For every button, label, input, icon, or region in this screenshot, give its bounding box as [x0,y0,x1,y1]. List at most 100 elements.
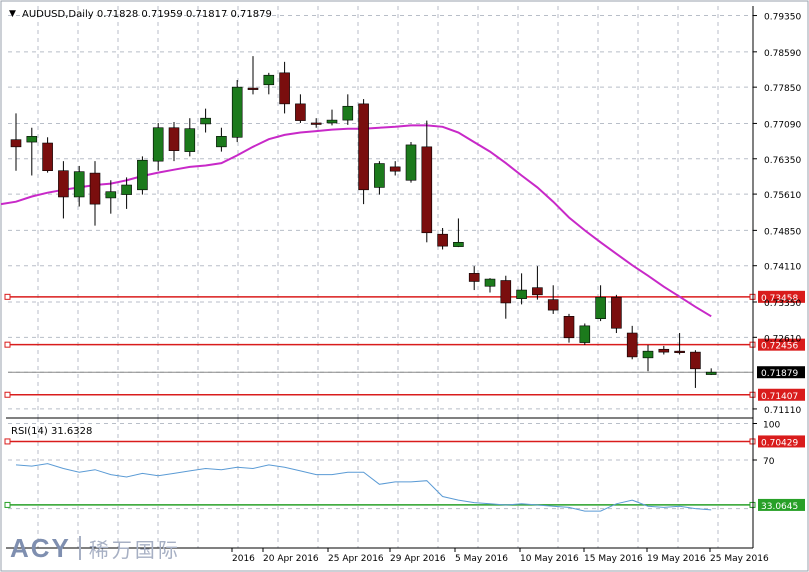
time-tick-label: 20 Apr 2016 [263,554,319,564]
candle-body [516,289,527,299]
rsi-tick-label: 70 [763,457,775,467]
candle-body [595,296,606,319]
candle-body [89,172,101,205]
candle-body [658,348,670,353]
time-tick-label: 5 May 2016 [455,554,508,564]
rsi-title: RSI(14) 31.6328 [11,426,92,437]
rsi-line [15,463,712,512]
candle-body [468,273,480,282]
candle-body [326,119,338,124]
candle-body [674,350,685,353]
current-price-label: 0.71879 [761,369,798,379]
price-tick-label: 0.72610 [764,334,801,344]
candle-body [421,146,433,234]
candle-body [168,127,180,151]
rsi-level-label-bg [758,498,805,511]
candle-body [105,191,117,199]
candle-body [626,332,638,358]
candle-body [579,325,591,343]
candle-body [152,127,164,162]
current-price-bg [757,366,805,379]
rsi-level-label: 33.0645 [761,502,798,512]
time-axis: 2016 20 Apr 2016 25 Apr 2016 29 Apr 2016 5 M… [231,548,769,564]
rsi-series-line [15,463,712,512]
rsi-grid [8,418,753,548]
level-label-bg [758,435,805,448]
candle-body [310,122,322,125]
time-tick-label: 29 Apr 2016 [390,554,446,564]
time-tick-label: 2016 [232,554,255,564]
candle-body [500,280,512,304]
candle-body [73,171,85,198]
level-label: 0.70429 [761,438,798,448]
level-label-bg [758,388,805,401]
candle-body [563,316,575,339]
price-tick-label: 0.77090 [764,120,801,130]
candles [10,56,717,388]
candle-body [184,128,196,152]
candle-body [358,103,369,191]
candle-body [705,371,717,375]
price-tick-label: 0.71110 [764,406,801,416]
candle-body [200,117,211,125]
candle-body [532,287,543,296]
level-anchor-left [4,341,11,348]
ma-series-line [0,124,712,318]
level-anchor-left [4,293,11,300]
candle-body [484,278,496,287]
candle-body [611,296,622,329]
candle-body [342,105,354,121]
price-axis: 0.79350 0.78590 0.77850 0.77090 0.76350 0.756… [753,13,801,416]
chart-title: AUDUSD,Daily 0.71828 0.71959 0.71817 0.7… [22,9,272,20]
candle-body [453,242,464,247]
time-tick-label: 25 Apr 2016 [328,554,384,564]
candle-body [437,233,448,247]
price-tick-label: 0.74850 [764,227,801,237]
candle-body [121,184,132,195]
price-tick-label: 0.73350 [764,299,801,309]
candle-body [58,170,69,198]
candle-body [26,136,38,143]
candle-body [295,103,306,121]
level-label: 0.73458 [761,294,798,304]
candle-body [216,136,227,148]
candle-body [389,166,401,172]
candle-body [247,87,259,90]
price-tick-label: 0.79350 [764,13,801,23]
candle-body [279,72,290,105]
rsi-level-anchor-left [4,501,11,508]
moving-average [0,124,712,318]
watermark-subtitle: 稀万国际 [88,537,181,562]
time-tick-label: 10 May 2016 [520,554,579,564]
level-anchor-left [4,391,11,398]
level-label-bg [758,338,805,351]
header-arrow-icon[interactable]: ▼ [9,9,16,19]
price-tick-label: 0.74110 [764,263,801,273]
price-tick-label: 0.76350 [764,156,801,166]
rsi-tick-label: 100 [763,421,780,431]
candle-body [690,351,701,370]
candle-body [263,74,275,86]
time-tick-label: 15 May 2016 [584,554,643,564]
level-anchor-left [4,438,11,445]
rsi-axis: 100 70 [753,421,780,467]
candle-body [547,299,559,311]
candle-body [374,163,385,188]
candle-body [42,142,53,172]
level-label-bg [758,290,805,303]
watermark: ACY 稀万国际 [10,532,181,564]
level-label: 0.71407 [761,392,798,402]
watermark-divider [78,536,81,560]
watermark-logo: ACY [10,532,71,563]
price-tick-label: 0.78590 [764,49,801,59]
level-label: 0.72456 [761,342,798,352]
time-tick-label: 19 May 2016 [647,554,706,564]
price-tick-label: 0.75610 [764,191,801,201]
candle-body [10,139,22,148]
time-tick-label: 25 May 2016 [710,554,769,564]
candle-body [231,86,243,138]
candle-body [137,159,148,191]
candle-body [642,350,654,359]
candle-body [405,144,417,181]
